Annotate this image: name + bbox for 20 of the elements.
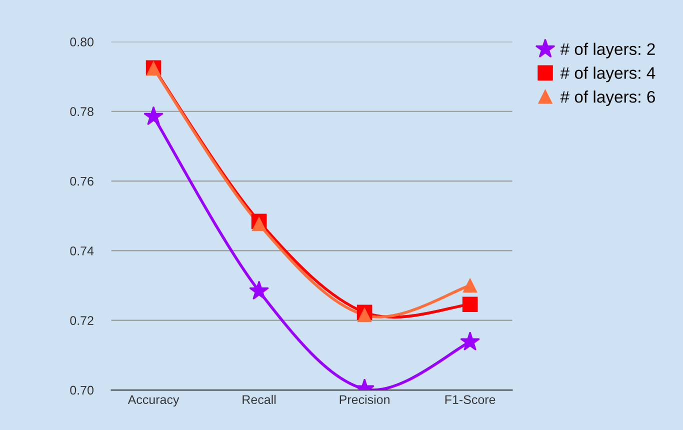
point: [358, 308, 372, 322]
legend-label: # of layers: 6: [560, 90, 655, 106]
x-tick-label: Recall: [242, 394, 276, 404]
point: [460, 332, 480, 351]
x-tick-label: Precision: [340, 394, 390, 404]
point: [249, 280, 269, 300]
x-tick-label: F1-Score: [445, 395, 496, 404]
legend-label: # of layers: 2: [560, 42, 655, 58]
y-tick-label: 0.72: [70, 316, 94, 325]
point: [462, 296, 478, 312]
legend-label: # of layers: 4: [560, 66, 656, 82]
x-tick-label: Accuracy: [128, 395, 180, 407]
y-tick-label: 0.76: [70, 176, 94, 186]
y-tick-label: 0.80: [70, 38, 94, 46]
y-tick-label: 0.78: [70, 107, 94, 116]
point: [463, 278, 477, 292]
y-tick-label: 0.74: [70, 246, 94, 256]
y-tick-label: 0.70: [70, 386, 94, 395]
point: [252, 217, 266, 232]
point: [144, 106, 164, 126]
